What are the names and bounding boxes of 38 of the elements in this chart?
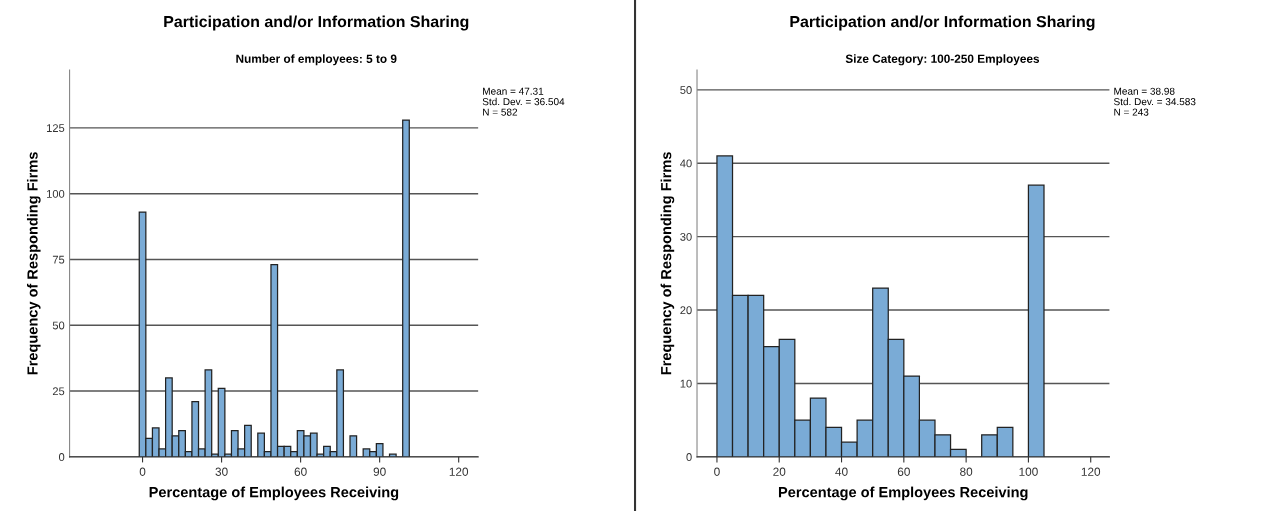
y-tick-label: 75 bbox=[52, 255, 65, 264]
text: N = 243 bbox=[1114, 108, 1149, 116]
x-axis-title: Percentage of Employees Receiving bbox=[149, 486, 399, 501]
x-tick-label: 60 bbox=[294, 467, 307, 476]
y-tick-label: 40 bbox=[680, 159, 692, 168]
x-tick-label: 0 bbox=[714, 467, 720, 476]
text: Mean = 47.31 bbox=[483, 87, 544, 95]
y-tick-label: 0 bbox=[58, 453, 65, 461]
x-tick-label: 120 bbox=[449, 467, 469, 476]
y-tick-label: 20 bbox=[680, 306, 692, 315]
x-tick-label: 60 bbox=[897, 467, 910, 476]
x-tick-label: 80 bbox=[960, 467, 973, 476]
x-tick-label: 90 bbox=[373, 467, 386, 476]
chart-subtitle: Number of employees: 5 to 9 bbox=[236, 54, 397, 66]
x-tick-label: 30 bbox=[215, 467, 228, 476]
y-tick-label: 30 bbox=[680, 232, 692, 241]
y-tick-label: 100 bbox=[47, 189, 65, 198]
y-tick-label: 10 bbox=[680, 379, 692, 388]
y-tick-label: 0 bbox=[686, 453, 692, 461]
y-tick-label: 125 bbox=[47, 124, 65, 133]
x-tick-label: 120 bbox=[1081, 467, 1101, 476]
x-tick-label: 0 bbox=[139, 467, 146, 476]
chart-title: Participation and/or Information Sharing bbox=[164, 15, 469, 31]
y-axis-title: Frequency of Responding Firms bbox=[660, 152, 675, 375]
x-tick-label: 100 bbox=[1019, 467, 1038, 476]
text: N = 582 bbox=[483, 108, 518, 116]
y-tick-label: 50 bbox=[680, 86, 692, 94]
chart-title: Participation and/or Information Sharing bbox=[790, 15, 1095, 31]
x-tick-label: 40 bbox=[835, 467, 848, 476]
y-tick-label: 50 bbox=[52, 321, 65, 330]
chart-subtitle: Size Category: 100-250 Employees bbox=[845, 54, 1040, 66]
y-tick-label: 25 bbox=[52, 387, 65, 396]
x-axis-title: Percentage of Employees Receiving bbox=[778, 486, 1028, 501]
text: Std. Dev. = 34.583 bbox=[1113, 97, 1196, 106]
x-tick-label: 20 bbox=[773, 467, 786, 476]
text: Std. Dev. = 36.504 bbox=[482, 97, 565, 106]
text: Mean = 38.98 bbox=[1114, 87, 1175, 95]
y-axis-title: Frequency of Responding Firms bbox=[26, 152, 41, 375]
